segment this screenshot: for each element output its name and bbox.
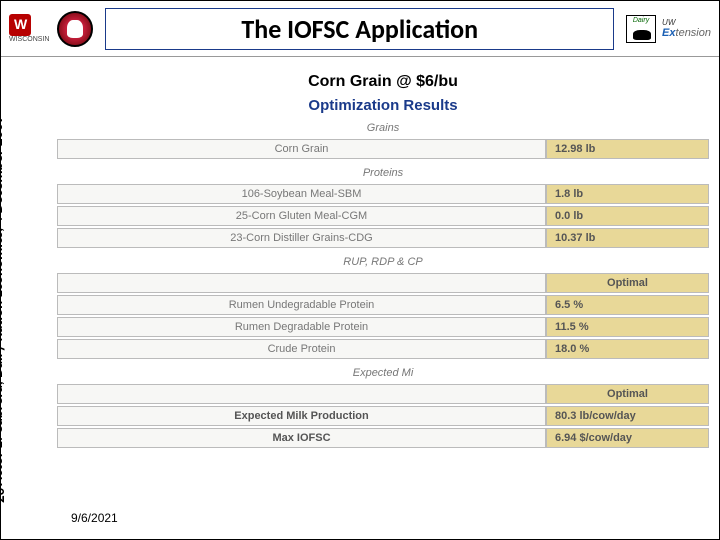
row-value: 6.94 $/cow/day	[546, 428, 709, 448]
section-label-expected: Expected Mi	[57, 367, 709, 379]
table-row: Rumen Degradable Protein 11.5 %	[57, 317, 709, 337]
row-label: 23-Corn Distiller Grains-CDG	[57, 228, 546, 248]
row-label: Rumen Undegradable Protein	[57, 295, 546, 315]
extension-ex: Ex	[662, 27, 675, 39]
table-row: Max IOFSC 6.94 $/cow/day	[57, 428, 709, 448]
rup-table: Optimal Rumen Undegradable Protein 6.5 %…	[57, 271, 709, 361]
row-label: Corn Grain	[57, 139, 546, 159]
proteins-table: 106-Soybean Meal-SBM 1.8 lb 25-Corn Glut…	[57, 182, 709, 250]
section-label-grains: Grains	[57, 122, 709, 134]
row-value: 6.5 %	[546, 295, 709, 315]
row-label: 25-Corn Gluten Meal-CGM	[57, 206, 546, 226]
table-row: Rumen Undegradable Protein 6.5 %	[57, 295, 709, 315]
w-crest-icon	[9, 14, 31, 36]
page-number: 20	[0, 488, 9, 503]
badge-icon	[57, 11, 93, 47]
extension-tension: tension	[676, 27, 711, 39]
table-header-row: Optimal	[57, 384, 709, 404]
row-value: 11.5 %	[546, 317, 709, 337]
logo-group-right: Dairy UW Extension	[626, 15, 711, 43]
grains-table: Corn Grain 12.98 lb	[57, 137, 709, 161]
table-row: Crude Protein 18.0 %	[57, 339, 709, 359]
header-optimal: Optimal	[546, 273, 709, 293]
dairy-label: Dairy	[633, 17, 649, 24]
table-row: 106-Soybean Meal-SBM 1.8 lb	[57, 184, 709, 204]
table-row: 23-Corn Distiller Grains-CDG 10.37 lb	[57, 228, 709, 248]
table-row: Corn Grain 12.98 lb	[57, 139, 709, 159]
logo-group-left: WISCONSIN	[9, 11, 93, 47]
title-box: The IOFSC Application	[105, 8, 614, 50]
slide: WISCONSIN The IOFSC Application Dairy UW…	[0, 0, 720, 540]
uw-label: UW	[662, 18, 711, 27]
table-header-row: Optimal	[57, 273, 709, 293]
wisconsin-logo: WISCONSIN	[9, 14, 49, 43]
row-value: 12.98 lb	[546, 139, 709, 159]
row-value: 18.0 %	[546, 339, 709, 359]
row-value: 1.8 lb	[546, 184, 709, 204]
results-title: Optimization Results	[57, 97, 709, 114]
wisconsin-label: WISCONSIN	[9, 36, 49, 43]
table-row: 25-Corn Gluten Meal-CGM 0.0 lb	[57, 206, 709, 226]
row-label: 106-Soybean Meal-SBM	[57, 184, 546, 204]
row-label: Crude Protein	[57, 339, 546, 359]
subtitle: Corn Grain @ $6/bu	[57, 73, 709, 91]
header-blank	[57, 384, 546, 404]
section-label-proteins: Proteins	[57, 167, 709, 179]
row-label: Expected Milk Production	[57, 406, 546, 426]
section-label-rup: RUP, RDP & CP	[57, 256, 709, 268]
expected-table: Optimal Expected Milk Production 80.3 lb…	[57, 382, 709, 450]
row-value: 10.37 lb	[546, 228, 709, 248]
row-label: Max IOFSC	[57, 428, 546, 448]
dairy-team-icon: Dairy	[626, 15, 656, 43]
sidebar-citation: Victor E. Cabrera, Dairy Ration Economic…	[0, 116, 7, 489]
header-optimal: Optimal	[546, 384, 709, 404]
content-area: Corn Grain @ $6/bu Optimization Results …	[57, 73, 709, 450]
footer-date: 9/6/2021	[71, 511, 118, 525]
row-label: Rumen Degradable Protein	[57, 317, 546, 337]
header-blank	[57, 273, 546, 293]
table-row: Expected Milk Production 80.3 lb/cow/day	[57, 406, 709, 426]
row-value: 0.0 lb	[546, 206, 709, 226]
slide-title: The IOFSC Application	[114, 13, 605, 45]
row-value: 80.3 lb/cow/day	[546, 406, 709, 426]
extension-logo: UW Extension	[662, 18, 711, 39]
header: WISCONSIN The IOFSC Application Dairy UW…	[1, 1, 719, 57]
